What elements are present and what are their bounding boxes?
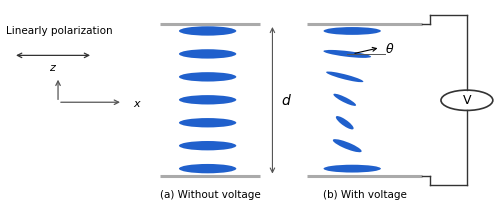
Ellipse shape [326,72,364,82]
Ellipse shape [179,164,236,173]
Ellipse shape [179,95,236,104]
Text: V: V [462,94,471,107]
Text: $x$: $x$ [133,99,142,109]
Text: $\theta$: $\theta$ [384,42,394,56]
Ellipse shape [179,118,236,127]
Ellipse shape [324,165,381,173]
Ellipse shape [324,27,381,35]
Ellipse shape [333,139,362,152]
Ellipse shape [179,26,236,36]
Ellipse shape [334,94,356,106]
Text: (b) With voltage: (b) With voltage [322,190,406,200]
Text: (a) Without voltage: (a) Without voltage [160,190,260,200]
Ellipse shape [179,141,236,150]
Ellipse shape [179,49,236,59]
Ellipse shape [179,72,236,82]
Text: $z$: $z$ [49,63,57,73]
Ellipse shape [324,50,371,58]
Text: $d$: $d$ [282,93,292,108]
Ellipse shape [336,116,353,129]
Text: Linearly polarization: Linearly polarization [6,26,112,36]
